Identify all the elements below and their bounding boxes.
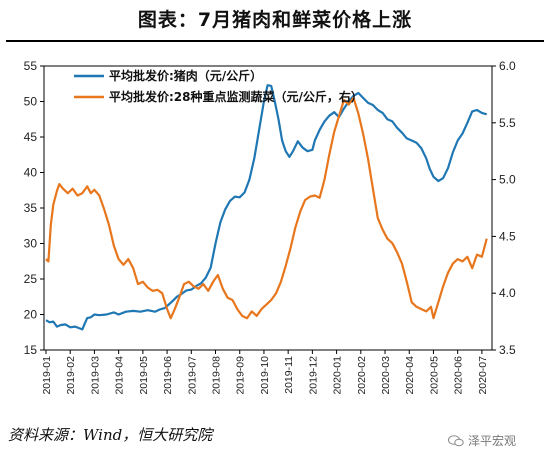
right-axis-tick-label: 6.0: [499, 59, 516, 73]
x-axis-tick-label: 2020-01: [332, 356, 344, 395]
x-axis-tick-label: 2019-10: [259, 356, 271, 395]
watermark-text: 泽平宏观: [468, 434, 517, 448]
x-axis-tick-label: 2019-07: [186, 356, 198, 395]
legend-vegetable-label: 平均批发价:28种重点监测蔬菜（元/公斤，右）: [109, 89, 363, 104]
left-axis-tick-label: 55: [24, 59, 38, 73]
x-axis-tick-label: 2020-07: [477, 356, 489, 395]
x-axis-tick-label: 2019-03: [89, 356, 101, 395]
left-axis-tick-label: 45: [24, 130, 38, 144]
x-axis-tick-label: 2019-05: [138, 356, 150, 395]
x-axis-tick-label: 2020-04: [404, 356, 416, 395]
left-axis-tick-label: 15: [24, 343, 38, 357]
x-axis-tick-label: 2019-12: [307, 356, 319, 395]
right-axis-tick-label: 5.5: [499, 116, 516, 130]
x-axis-tick-label: 2019-11: [283, 356, 295, 394]
x-axis-tick-label: 2020-03: [380, 356, 392, 395]
x-axis-tick-label: 2019-02: [65, 356, 77, 395]
left-axis-tick-label: 25: [24, 272, 38, 286]
pork-price-line: [45, 84, 488, 331]
right-axis-tick-label: 5.0: [499, 173, 516, 187]
chart-title: 图表：7月猪肉和鲜菜价格上涨: [137, 9, 413, 31]
right-axis-tick-label: 4.5: [499, 229, 516, 243]
x-axis-tick-label: 2020-02: [356, 356, 368, 395]
right-axis-tick-label: 3.5: [499, 343, 516, 357]
source-note: 资料来源：Wind，恒大研究院: [8, 426, 213, 444]
title-divider: [6, 40, 544, 42]
right-axis-tick-label: 4.0: [499, 286, 516, 300]
left-axis-tick-label: 40: [24, 166, 38, 180]
x-axis-tick-label: 2020-06: [453, 356, 465, 395]
vegetable-price-line: [45, 96, 488, 320]
wechat-icon: [448, 434, 464, 446]
x-axis-tick-label: 2019-09: [235, 356, 247, 395]
left-axis-tick-label: 50: [24, 95, 38, 109]
x-axis-tick-label: 2019-06: [162, 356, 174, 395]
watermark: 泽平宏观: [448, 432, 516, 449]
left-axis-tick-label: 30: [24, 237, 38, 251]
left-axis-tick-label: 20: [24, 308, 38, 322]
x-axis-tick-label: 2019-01: [41, 356, 53, 395]
x-axis-tick-label: 2019-04: [114, 356, 126, 395]
legend-pork-label: 平均批发价:猪肉（元/公斤）: [109, 68, 262, 83]
left-axis-tick-label: 35: [24, 201, 38, 215]
plot-frame: [43, 65, 493, 351]
x-axis-tick-label: 2020-05: [428, 356, 440, 395]
x-axis-tick-label: 2019-08: [211, 356, 223, 395]
